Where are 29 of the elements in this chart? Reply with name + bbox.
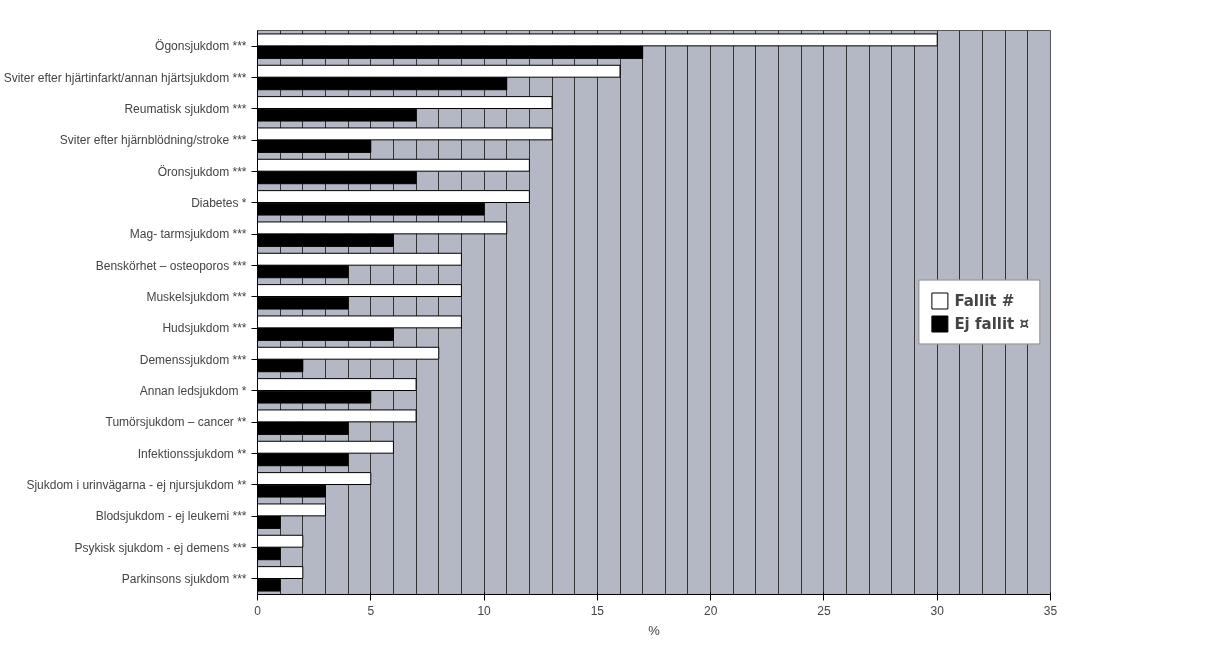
y-tick-label: Ögonsjukdom *** <box>155 39 247 54</box>
x-tick-label: 0 <box>254 603 262 618</box>
y-tick-label: Annan ledsjukdom * <box>139 383 247 398</box>
x-tick-label: 35 <box>1043 603 1058 618</box>
x-tick-label: 20 <box>703 603 718 618</box>
legend-label: Ej fallit ¤ <box>954 314 1029 333</box>
y-tick-label: Blodsjukdom - ej leukemi *** <box>95 509 247 524</box>
y-tick-label: Mag- tarmsjukdom *** <box>129 227 247 242</box>
y-tick-label: Reumatisk sjukdom *** <box>124 101 247 116</box>
x-tick-label: 15 <box>590 603 605 618</box>
y-tick-label: Parkinsons sjukdom *** <box>121 571 247 586</box>
x-tick-label: 30 <box>930 603 945 618</box>
y-tick-label: Sviter efter hjärtinfarkt/annan hjärtsjukdom *** <box>3 70 247 85</box>
y-tick-label: Diabetes * <box>191 195 247 210</box>
x-tick-label: 25 <box>817 603 831 618</box>
x-axis-title: % <box>648 622 661 638</box>
y-tick-label: Demenssjukdom *** <box>139 352 247 367</box>
y-tick-label: Sjukdom i urinvägarna - ej njursjukdom ** <box>26 477 247 492</box>
y-tick-label: Infektionssjukdom ** <box>137 446 247 461</box>
y-tick-label: Öronsjukdom *** <box>157 164 247 179</box>
x-tick-label: 5 <box>367 603 375 618</box>
legend-label: Fallit # <box>954 291 1015 310</box>
y-tick-label: Benskörhet – osteoporos *** <box>95 258 247 273</box>
y-tick-label: Psykisk sjukdom - ej demens *** <box>74 540 247 555</box>
y-tick-label: Sviter efter hjärnblödning/stroke *** <box>59 133 247 148</box>
y-tick-label: Muskelsjukdom *** <box>146 289 247 304</box>
y-tick-label: Hudsjukdom *** <box>162 321 247 336</box>
y-tick-label: Tumörsjukdom – cancer ** <box>105 415 247 430</box>
x-tick-label: 10 <box>477 603 492 618</box>
